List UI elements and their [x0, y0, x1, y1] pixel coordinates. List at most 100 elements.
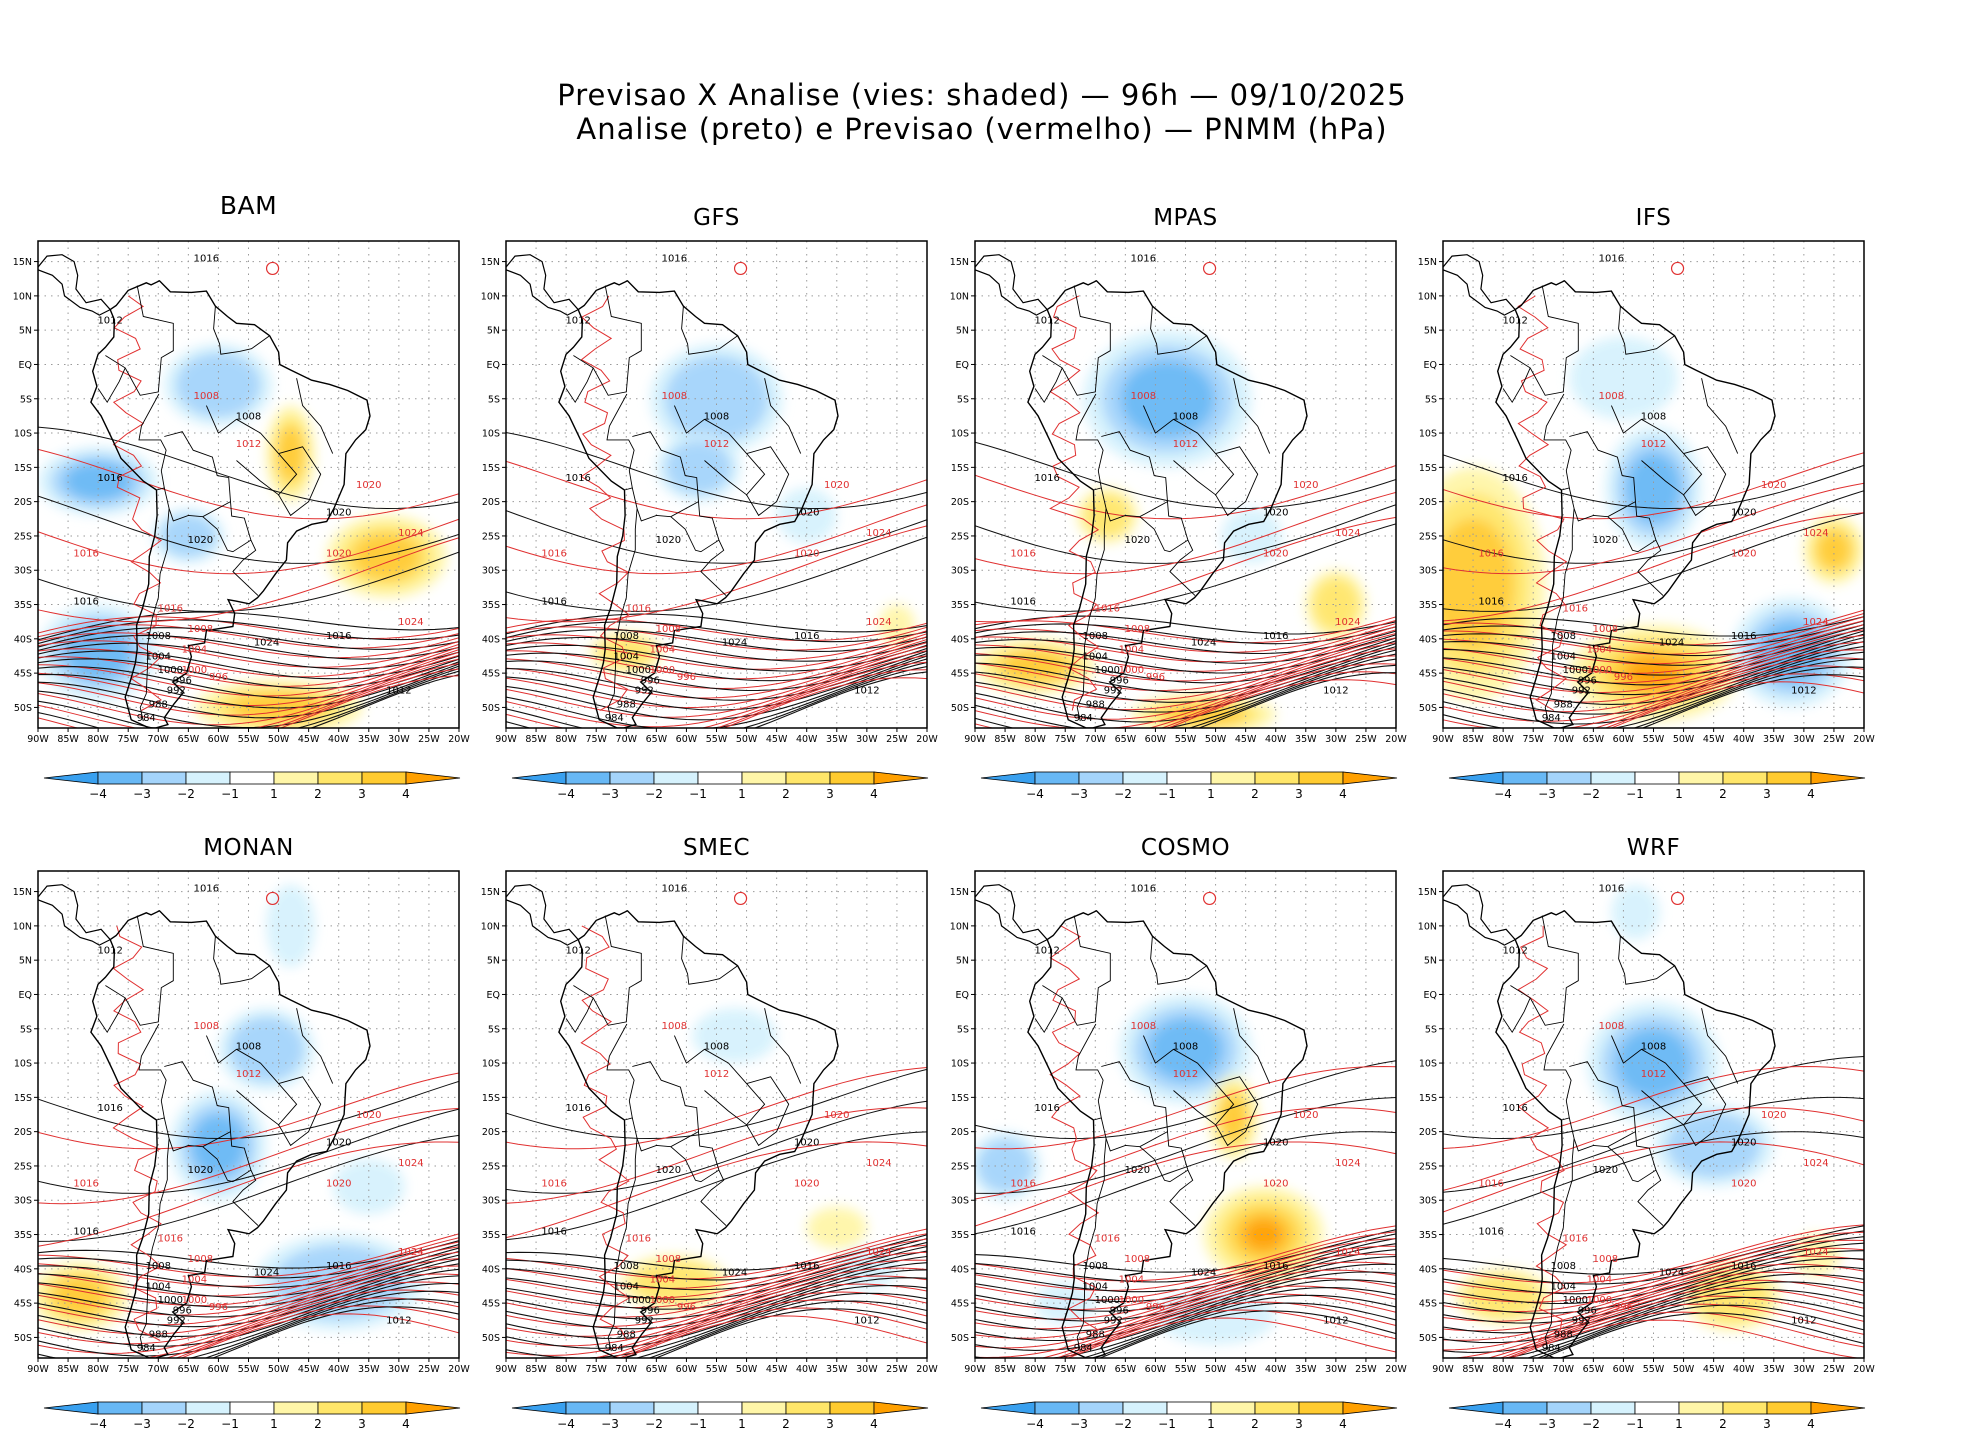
analysis-isobar-label: 992	[1572, 1316, 1591, 1327]
forecast-isobar	[1443, 452, 1864, 520]
forecast-isobar-label: 1000	[650, 1295, 675, 1306]
analysis-isobar	[1641, 674, 1864, 728]
analysis-isobar-label: 1016	[541, 1227, 566, 1238]
colorbar-label: −3	[1538, 787, 1556, 801]
forecast-isobar-label: 1024	[1335, 528, 1360, 539]
forecast-isobar-label: 1012	[704, 1069, 729, 1080]
lat-tick-label: 5S	[957, 1024, 969, 1035]
analysis-isobar-label: 1000	[1095, 665, 1120, 676]
panel-title-wrf: WRF	[1626, 835, 1681, 861]
forecast-isobar	[506, 642, 927, 699]
lon-tick-label: 25W	[418, 734, 440, 745]
country-border	[700, 539, 727, 596]
forecast-isobar-label: 1008	[188, 1254, 213, 1265]
forecast-isobar	[1443, 641, 1864, 713]
analysis-isobar-label: 1020	[1731, 507, 1756, 518]
forecast-isobar	[506, 650, 927, 718]
lat-tick-label: EQ	[487, 990, 500, 1001]
forecast-isobar-label: 1012	[1173, 1069, 1198, 1080]
lon-tick-label: 80W	[1024, 1364, 1046, 1375]
bias-area	[277, 426, 305, 481]
forecast-isobar-label: 1024	[1335, 1247, 1360, 1258]
lon-tick-label: 75W	[117, 1364, 139, 1375]
lat-tick-label: 15N	[950, 257, 969, 268]
colorbar-segment	[609, 1401, 655, 1415]
analysis-isobar	[1443, 1096, 1864, 1193]
lat-tick-label: 10N	[950, 921, 969, 932]
country-border	[764, 1008, 802, 1084]
lat-tick-label: 15S	[14, 1093, 32, 1104]
forecast-isobar	[975, 632, 1396, 692]
analysis-isobar	[38, 1250, 459, 1298]
colorbar-label: 2	[1251, 787, 1259, 801]
lat-tick-label: 45S	[482, 669, 500, 680]
forecast-isobar-label: 1016	[541, 549, 566, 560]
country-border	[565, 367, 594, 404]
lon-tick-label: 60W	[1613, 1364, 1635, 1375]
colorbar-gfs: −4 −3 −2 −1 1 2 3 4	[511, 771, 929, 801]
forecast-isobar	[1443, 1141, 1864, 1213]
lon-tick-label: 20W	[1385, 1364, 1407, 1375]
analysis-isobar-label: 1016	[1010, 1227, 1035, 1238]
country-border	[1075, 393, 1104, 491]
analysis-isobar-label: 984	[137, 713, 156, 724]
lon-tick-label: 65W	[646, 1364, 668, 1375]
analysis-isobar-label: 996	[1578, 675, 1597, 686]
colorbar-segment	[405, 771, 461, 785]
analysis-isobar-label: 1012	[565, 315, 590, 326]
analysis-isobar-label: 1008	[1173, 1041, 1198, 1052]
lat-tick-label: 10S	[1419, 1059, 1437, 1070]
colorbar-label: 1	[1207, 787, 1215, 801]
country-border	[1683, 1076, 1727, 1147]
lat-tick-label: 5N	[956, 956, 969, 967]
lon-tick-label: 75W	[1522, 734, 1544, 745]
forecast-isobar-label: 1008	[656, 1254, 681, 1265]
forecast-isobar-label: 1008	[1593, 624, 1618, 635]
lat-tick-label: 15S	[951, 463, 969, 474]
country-border	[1683, 446, 1727, 517]
colorbar-label: −1	[689, 1417, 707, 1431]
forecast-isobar	[506, 1283, 927, 1356]
country-border	[1034, 997, 1063, 1034]
forecast-isobar	[580, 295, 631, 711]
forecast-isobar-label: 996	[1146, 672, 1165, 683]
country-border	[607, 1138, 638, 1352]
country-border	[606, 393, 635, 491]
forecast-isobar	[38, 518, 459, 575]
analysis-isobar-label: 1016	[1599, 254, 1624, 265]
country-border	[296, 1008, 334, 1084]
analysis-isobar-label: 1008	[1641, 1041, 1666, 1052]
forecast-isobar-label: 1016	[626, 1233, 651, 1244]
analysis-isobar	[38, 1134, 459, 1242]
analysis-isobar	[975, 646, 1396, 703]
analysis-isobar-label: 984	[1074, 713, 1093, 724]
country-border	[1150, 936, 1207, 985]
lat-tick-label: 40S	[14, 1264, 32, 1275]
forecast-isobar	[1443, 629, 1864, 694]
lat-tick-label: 15N	[13, 257, 32, 268]
analysis-isobar-label: 996	[1110, 675, 1129, 686]
analysis-isobar-label: 1000	[1563, 665, 1588, 676]
panel-title-ifs: IFS	[1635, 205, 1672, 231]
analysis-isobar-label: 1008	[236, 411, 261, 422]
colorbar-ifs: −4 −3 −2 −1 1 2 3 4	[1448, 771, 1866, 801]
bias-area	[632, 1261, 717, 1304]
coastline	[90, 909, 371, 1358]
analysis-isobar	[38, 1247, 459, 1289]
forecast-isobar-label: 1020	[1731, 549, 1756, 560]
forecast-isobar	[506, 1107, 927, 1204]
forecast-isobar-label: 1012	[236, 439, 261, 450]
analysis-isobar-label: 1016	[97, 1103, 122, 1114]
panel-title-bam: BAM	[219, 191, 278, 220]
forecast-isobar-label: 1008	[1593, 1254, 1618, 1265]
colorbar-label: −3	[601, 1417, 619, 1431]
coastline	[38, 254, 112, 316]
analysis-isobar-label: 996	[1110, 1305, 1129, 1316]
analysis-isobar-label: 1012	[1323, 1316, 1348, 1327]
lat-tick-label: 50S	[482, 703, 500, 714]
lat-tick-label: 10N	[950, 291, 969, 302]
country-border	[1544, 508, 1575, 722]
lat-tick-label: EQ	[956, 990, 969, 1001]
analysis-isobar-label: 988	[617, 1329, 636, 1340]
panel-title-monan: MONAN	[203, 835, 294, 861]
